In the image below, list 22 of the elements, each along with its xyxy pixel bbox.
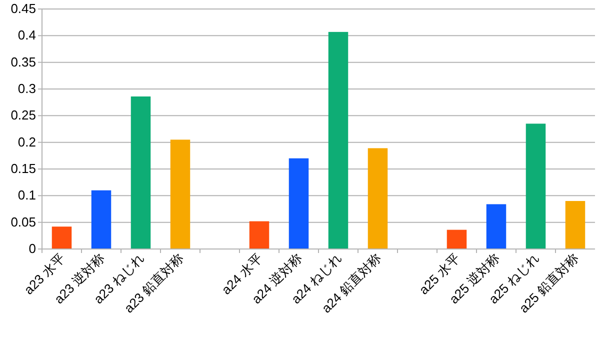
y-tick-label: 0.3 <box>18 81 36 96</box>
bar <box>368 148 388 249</box>
bar <box>446 230 467 249</box>
bar <box>170 140 190 249</box>
bar <box>526 124 546 249</box>
bar <box>52 226 72 249</box>
bar <box>328 32 348 249</box>
y-tick-label: 0.35 <box>10 54 36 70</box>
y-tick-label: 0 <box>28 241 36 256</box>
bar <box>130 96 151 249</box>
y-tick-label: 0.05 <box>10 214 36 230</box>
y-tick-label: 0.1 <box>18 188 36 203</box>
bar <box>565 201 586 249</box>
bar <box>288 158 309 249</box>
y-tick-label: 0.25 <box>10 108 36 123</box>
bar <box>249 221 270 249</box>
y-tick-label: 0.15 <box>10 161 36 176</box>
y-tick-label: 0.4 <box>18 28 36 43</box>
y-tick-label: 0.2 <box>18 134 36 150</box>
bar <box>486 204 506 249</box>
bar <box>91 190 112 249</box>
y-tick-label: 0.45 <box>10 1 36 16</box>
